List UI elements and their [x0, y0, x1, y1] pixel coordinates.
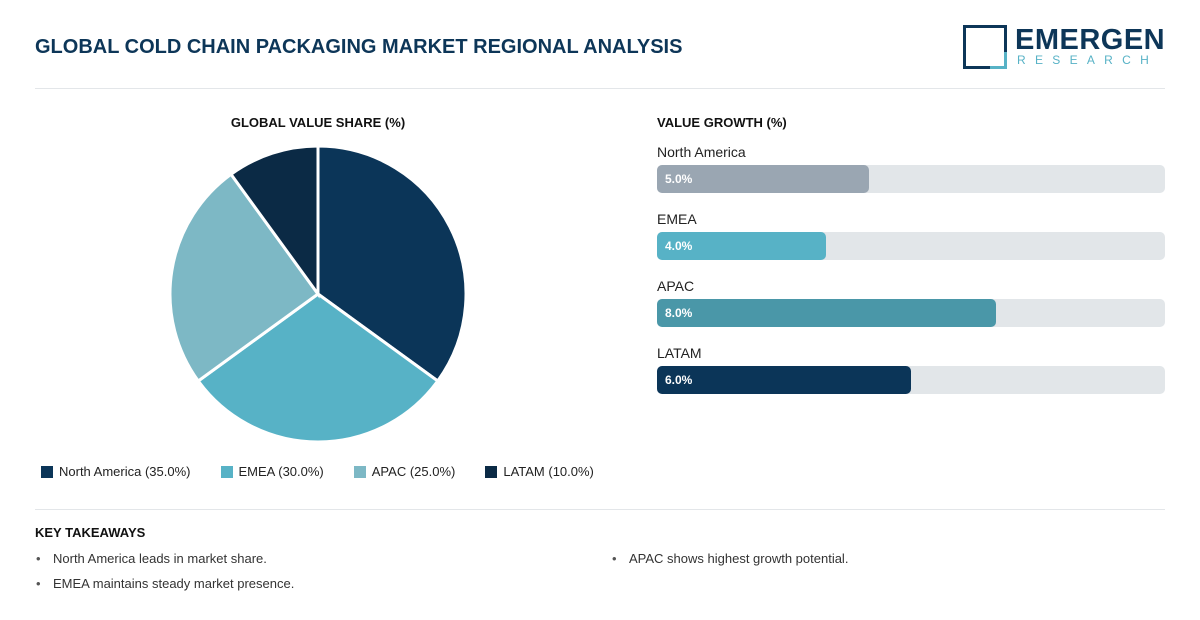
legend-label: North America (35.0%)	[59, 464, 191, 479]
bar-fill: 6.0%	[657, 366, 911, 394]
pie-slice-north-america	[316, 144, 468, 384]
pie-slice-apac	[168, 172, 321, 384]
legend-item: APAC (25.0%)	[353, 464, 456, 479]
logo-square-icon	[963, 25, 1007, 69]
bar-track: 6.0%	[657, 366, 1165, 394]
pie-slice-latam	[228, 144, 320, 299]
legend-swatch	[485, 465, 498, 478]
takeaway-item: EMEA maintains steady market presence.	[36, 576, 294, 591]
bar-value-label: 6.0%	[665, 373, 693, 387]
logo-line1: EMERGEN	[1015, 24, 1166, 56]
legend-item: North America (35.0%)	[41, 464, 191, 479]
bar-category-label: EMEA	[657, 211, 697, 227]
bar-category-label: LATAM	[657, 345, 702, 361]
legend-swatch	[220, 465, 233, 478]
logo-line2: RESEARCH	[1017, 53, 1159, 67]
bar-category-label: APAC	[657, 278, 695, 294]
legend-swatch	[41, 465, 53, 478]
divider	[35, 509, 1165, 510]
takeaway-item: North America leads in market share.	[36, 551, 267, 566]
emergen-research-logo: EMERGEN RESEARCH	[963, 24, 1166, 71]
page-title: GLOBAL COLD CHAIN PACKAGING MARKET REGIO…	[35, 36, 683, 58]
bar-value-label: 5.0%	[665, 172, 693, 186]
takeaways-heading: KEY TAKEAWAYS	[35, 525, 146, 540]
bar-title: VALUE GROWTH (%)	[657, 115, 787, 130]
takeaway-item: APAC shows highest growth potential.	[612, 551, 848, 566]
bar-value-label: 8.0%	[665, 306, 693, 320]
legend-item: EMEA (30.0%)	[220, 464, 324, 479]
legend-item: LATAM (10.0%)	[485, 464, 594, 479]
bar-category-label: North America	[657, 144, 746, 160]
divider	[35, 88, 1165, 89]
bar-track: 4.0%	[657, 232, 1165, 260]
bar-fill: 8.0%	[657, 299, 996, 327]
legend-label: EMEA (30.0%)	[238, 464, 324, 479]
pie-chart	[168, 144, 468, 444]
bar-fill: 4.0%	[657, 232, 827, 260]
bar-fill: 5.0%	[657, 165, 869, 193]
bar-track: 8.0%	[657, 299, 1165, 327]
legend-swatch	[353, 465, 366, 478]
pie-title: GLOBAL VALUE SHARE (%)	[230, 115, 406, 130]
legend-label: APAC (25.0%)	[371, 464, 456, 479]
pie-legend: North America (35.0%) EMEA (30.0%) APAC (2…	[41, 464, 624, 479]
legend-label: LATAM (10.0%)	[503, 464, 594, 479]
pie-slice-emea	[196, 292, 440, 444]
bar-value-label: 4.0%	[665, 239, 693, 253]
bar-track: 5.0%	[657, 165, 1165, 193]
